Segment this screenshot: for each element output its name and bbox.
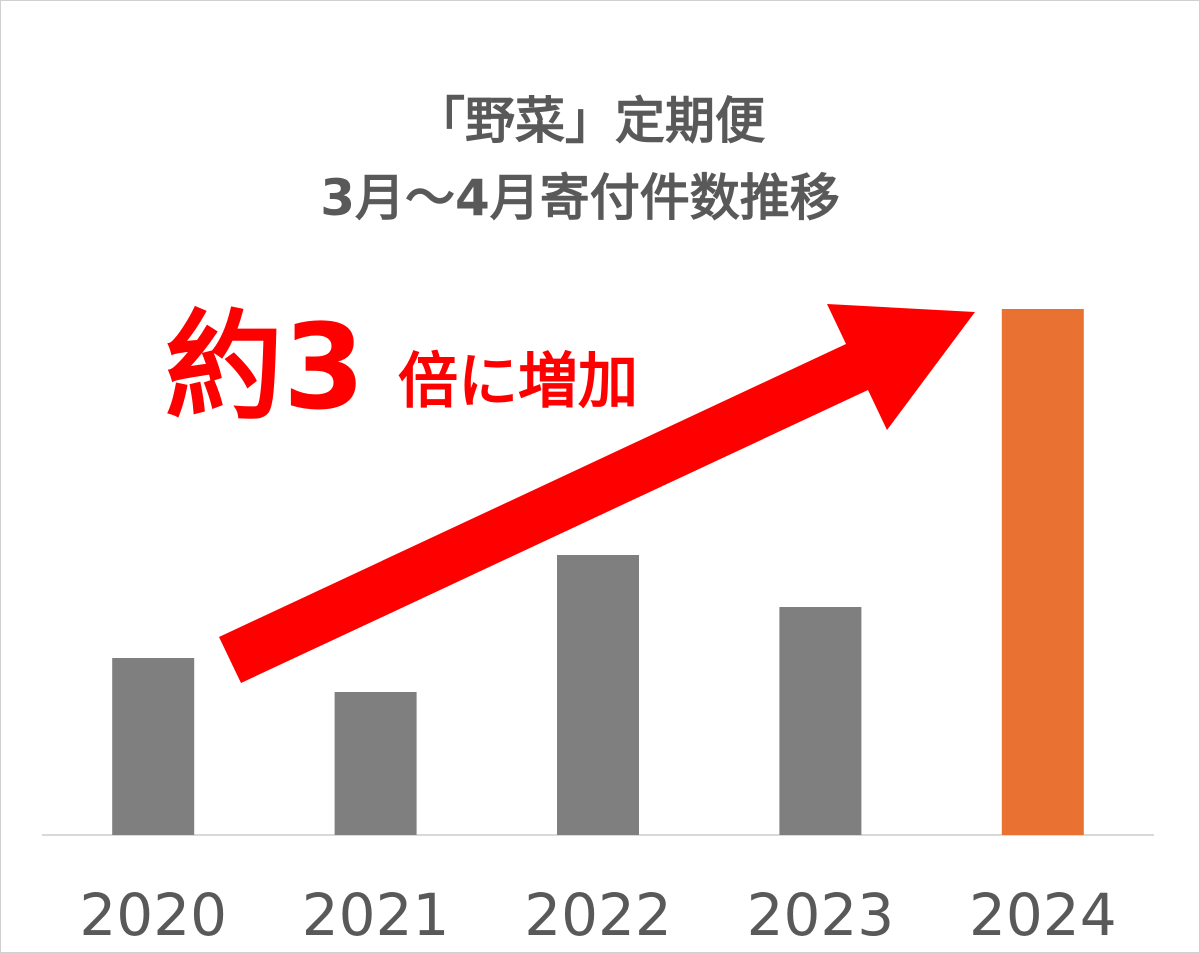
chart-title: 3月～4月寄付件数推移 bbox=[320, 169, 840, 227]
x-tick-label: 2023 bbox=[747, 881, 895, 949]
bar bbox=[779, 607, 862, 835]
x-tick-label: 2021 bbox=[302, 881, 450, 949]
chart-title: 「野菜」定期便 bbox=[415, 92, 766, 150]
bar bbox=[1001, 309, 1084, 835]
bar bbox=[557, 555, 639, 835]
x-tick-label: 2024 bbox=[969, 881, 1117, 949]
x-tick-label: 2020 bbox=[79, 881, 227, 949]
bars bbox=[112, 309, 1084, 835]
x-tick-label: 2022 bbox=[524, 881, 672, 949]
annotation: 倍に増加 bbox=[398, 347, 638, 417]
trend-arrow bbox=[219, 304, 975, 683]
bar bbox=[112, 658, 195, 835]
bar bbox=[334, 692, 417, 835]
annotation: 約3 bbox=[165, 298, 365, 436]
